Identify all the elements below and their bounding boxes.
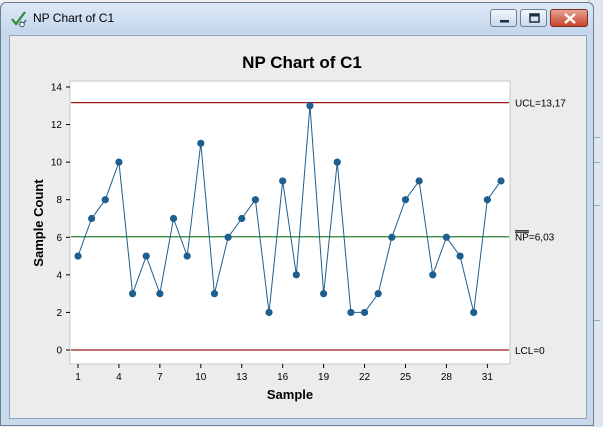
maximize-button[interactable] <box>520 9 547 27</box>
data-point-27 <box>429 271 437 279</box>
data-point-19 <box>320 290 328 298</box>
x-tick-label-10: 10 <box>195 372 207 383</box>
data-point-23 <box>374 290 382 298</box>
y-tick-label-4: 4 <box>56 270 62 281</box>
x-tick-label-31: 31 <box>482 372 494 383</box>
y-axis-label: Sample Count <box>31 179 46 267</box>
x-tick-label-4: 4 <box>116 372 122 383</box>
y-tick-label-10: 10 <box>51 158 63 169</box>
data-point-20 <box>333 158 341 166</box>
data-point-14 <box>251 196 259 204</box>
control-limits: UCL=13,17 LCL=0 NP=6,03 <box>71 99 566 357</box>
data-series <box>74 102 505 317</box>
x-axis: 1 4 7 10 13 16 19 22 25 28 31 <box>75 364 493 383</box>
data-point-10 <box>197 139 205 147</box>
close-button[interactable] <box>550 9 588 27</box>
data-point-24 <box>388 233 396 241</box>
data-point-28 <box>442 233 451 241</box>
x-tick-label-25: 25 <box>400 372 412 383</box>
data-point-26 <box>415 177 423 185</box>
data-point-7 <box>156 290 164 298</box>
minimize-icon <box>500 20 509 23</box>
chart-window: NP Chart of C1 NP Chart of C1 0 2 4 6 8 10 12 1… <box>0 2 594 426</box>
chart-window-icon <box>11 11 27 28</box>
x-axis-label: Sample <box>267 387 313 402</box>
data-point-5 <box>128 290 137 298</box>
y-tick-label-14: 14 <box>51 83 63 94</box>
data-point-31 <box>483 196 491 204</box>
x-tick-label-16: 16 <box>277 372 289 383</box>
data-point-18 <box>306 102 314 110</box>
data-point-3 <box>101 196 109 204</box>
data-point-32 <box>497 177 505 185</box>
ucl-label: UCL=13,17 <box>515 99 566 110</box>
series-line <box>77 105 502 313</box>
center-label: NP=6,03 <box>515 233 555 244</box>
center-label-np: NP <box>515 233 529 244</box>
minimize-button[interactable] <box>490 9 517 27</box>
chart-title: NP Chart of C1 <box>242 53 362 72</box>
y-tick-label-2: 2 <box>56 308 62 319</box>
y-tick-label-8: 8 <box>56 195 62 206</box>
data-point-22 <box>360 308 369 317</box>
data-point-25 <box>401 196 410 204</box>
data-point-1 <box>74 252 82 260</box>
y-tick-label-0: 0 <box>56 346 62 357</box>
data-point-8 <box>169 214 178 223</box>
x-tick-label-19: 19 <box>318 372 330 383</box>
chart-canvas: NP Chart of C1 0 2 4 6 8 10 12 14 1 4 7 10 13 16 19 22… <box>9 35 587 419</box>
y-axis: 0 2 4 6 8 10 12 14 <box>51 83 70 357</box>
data-point-13 <box>238 214 246 223</box>
y-tick-label-12: 12 <box>51 120 63 131</box>
data-point-17 <box>292 271 300 279</box>
x-tick-label-13: 13 <box>236 372 248 383</box>
x-tick-label-1: 1 <box>75 372 81 383</box>
x-tick-label-7: 7 <box>157 372 163 383</box>
data-point-12 <box>224 233 232 241</box>
title-bar[interactable]: NP Chart of C1 <box>1 3 593 34</box>
lcl-label: LCL=0 <box>515 346 545 357</box>
restore-icon <box>529 13 540 23</box>
data-point-30 <box>470 308 478 317</box>
plot-area <box>69 80 511 365</box>
data-point-2 <box>88 214 96 223</box>
data-point-16 <box>279 177 287 185</box>
data-point-11 <box>210 290 219 298</box>
center-label-value: =6,03 <box>529 233 555 244</box>
data-point-4 <box>115 158 123 166</box>
data-point-9 <box>183 252 191 260</box>
data-point-15 <box>265 308 273 317</box>
close-icon <box>564 13 576 24</box>
x-tick-label-28: 28 <box>441 372 453 383</box>
window-title: NP Chart of C1 <box>33 11 115 25</box>
y-tick-label-6: 6 <box>56 233 62 244</box>
data-point-21 <box>347 308 355 317</box>
data-point-6 <box>142 252 150 260</box>
x-tick-label-22: 22 <box>359 372 371 383</box>
data-point-29 <box>456 252 464 260</box>
